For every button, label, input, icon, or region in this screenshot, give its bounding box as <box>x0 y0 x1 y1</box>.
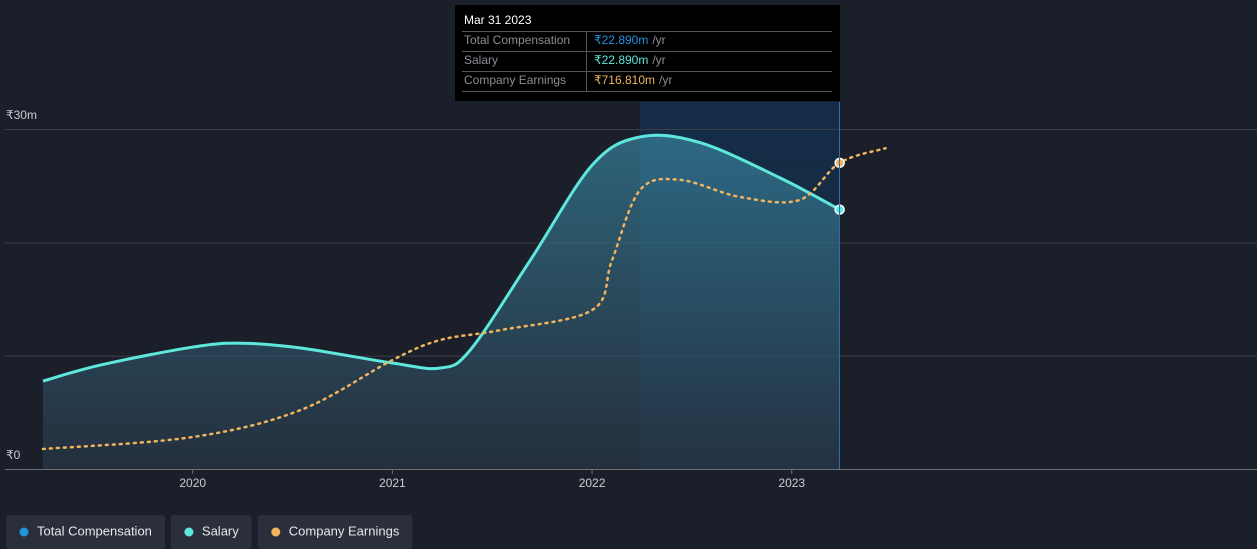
tooltip-unit: /yr <box>652 53 665 67</box>
legend-item[interactable]: Company Earnings <box>257 515 413 549</box>
legend-label: Total Compensation <box>37 523 152 538</box>
legend-button[interactable] <box>170 515 252 549</box>
x-tick-label: 2022 <box>579 476 606 490</box>
legend-button[interactable] <box>6 515 165 549</box>
total-compensation-area <box>42 135 840 469</box>
tooltip-value: ₹716.810m/yr <box>594 73 672 87</box>
y-tick-label: ₹0 <box>6 448 21 462</box>
x-tick-label: 2023 <box>778 476 805 490</box>
legend-item[interactable]: Salary <box>170 515 252 549</box>
legend: Total Compensation Salary Company Earnings <box>6 515 413 549</box>
tooltip: Mar 31 2023 Total Compensation ₹22.890m/yr… <box>455 5 840 101</box>
tooltip-amount: ₹22.890m <box>594 33 648 47</box>
y-tick-label: ₹30m <box>6 108 37 122</box>
tooltip-label: Total Compensation <box>464 33 570 47</box>
legend-swatch <box>271 527 281 537</box>
tooltip-amount: ₹716.810m <box>594 73 655 87</box>
earnings-line <box>41 146 887 451</box>
tooltip-value: ₹22.890m/yr <box>594 33 666 47</box>
tooltip-label: Company Earnings <box>464 73 566 87</box>
legend-swatch <box>19 527 29 537</box>
tooltip-unit: /yr <box>652 33 665 47</box>
tooltip-label: Salary <box>464 53 498 67</box>
tooltip-title: Mar 31 2023 <box>464 13 532 27</box>
x-tick-label: 2021 <box>379 476 406 490</box>
legend-label: Company Earnings <box>289 523 400 538</box>
legend-button[interactable] <box>257 515 413 549</box>
tooltip-unit: /yr <box>659 73 672 87</box>
tooltip-value: ₹22.890m/yr <box>594 53 666 67</box>
tooltip-amount: ₹22.890m <box>594 53 648 67</box>
legend-label: Salary <box>202 523 239 538</box>
legend-swatch <box>184 527 194 537</box>
x-tick-label: 2020 <box>179 476 206 490</box>
legend-item[interactable]: Total Compensation <box>6 515 165 549</box>
tooltip-box <box>455 5 840 101</box>
salary-line <box>42 133 841 383</box>
